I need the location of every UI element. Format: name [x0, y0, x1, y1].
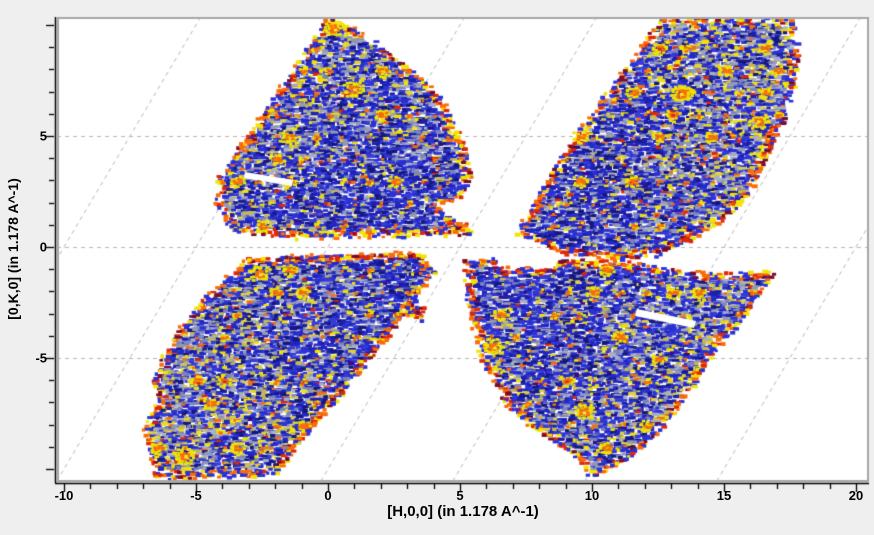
- y-axis-label: [0,K,0] (in 1.178 A^-1): [5, 178, 21, 320]
- y-tick-label: 5: [39, 128, 47, 144]
- x-tick-label: -5: [190, 488, 202, 503]
- x-tick-label: 5: [456, 488, 464, 503]
- x-tick-label: 20: [848, 488, 864, 503]
- x-tick-label: 15: [716, 488, 732, 503]
- x-tick-label: 10: [584, 488, 600, 503]
- x-axis-label: [H,0,0] (in 1.178 A^-1): [387, 503, 539, 520]
- x-tick-label: 0: [324, 488, 332, 503]
- x-tick-label: -10: [54, 488, 74, 503]
- y-tick-label: 0: [39, 239, 47, 255]
- y-tick-label: -5: [35, 350, 47, 366]
